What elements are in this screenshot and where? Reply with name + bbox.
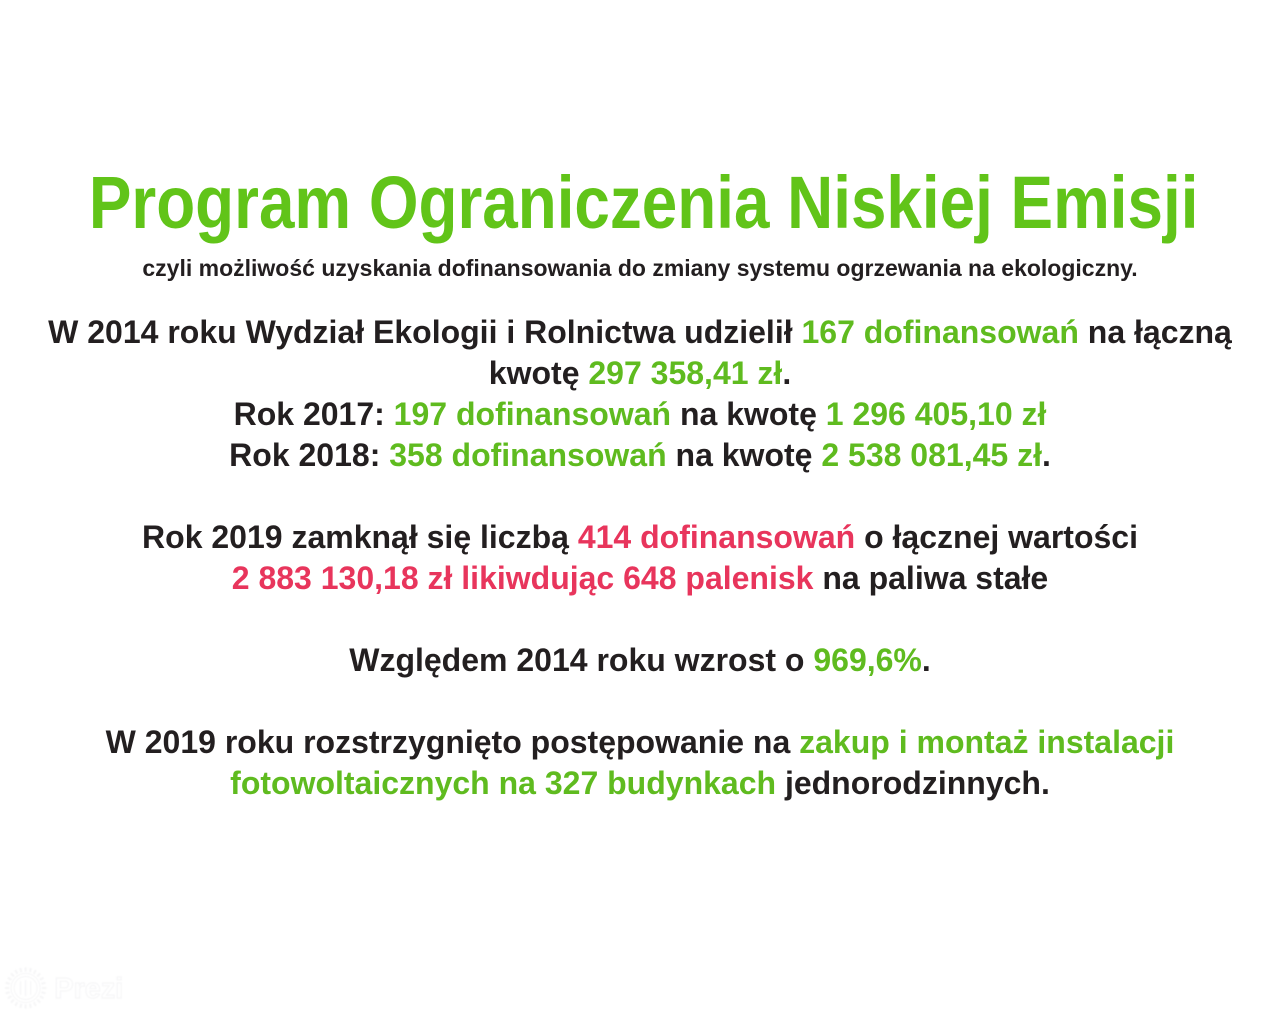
svg-text:Prezi: Prezi xyxy=(54,973,123,1005)
